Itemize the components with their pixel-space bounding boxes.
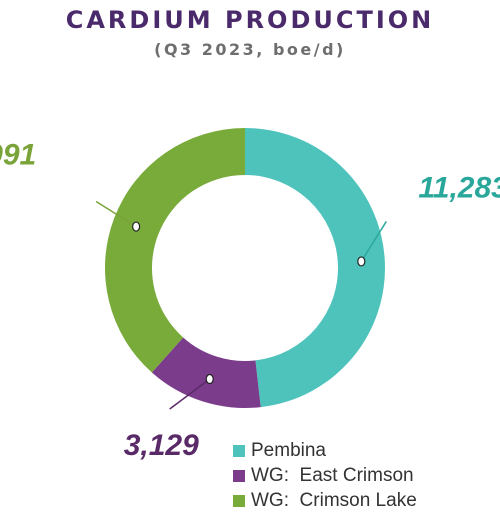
legend-label-pembina: Pembina: [251, 439, 326, 461]
legend-swatch-east-crimson: [233, 469, 245, 482]
marker-east-crimson: [205, 373, 214, 385]
chart-title: CARDIUM PRODUCTION: [65, 6, 435, 34]
legend-item-pembina: Pembina: [233, 438, 417, 463]
legend-item-crimson-lake: WG: Crimson Lake: [233, 488, 417, 513]
slice-crimson-lake: [104, 127, 245, 373]
leader-line-crimson-lake: [95, 200, 137, 228]
legend-swatch-pembina: [233, 444, 245, 457]
data-label-pembina: 11,283: [418, 171, 500, 204]
legend-label-east-crimson: WG: East Crimson: [251, 464, 414, 486]
leader-line-east-crimson: [169, 378, 211, 410]
leader-line-pembina: [360, 221, 387, 262]
data-label-east-crimson: 3,129: [124, 429, 199, 462]
chart-subtitle: (Q3 2023, boe/d): [154, 40, 346, 59]
data-label-crimson-lake: 8,991: [0, 139, 36, 172]
slice-east-crimson: [151, 337, 261, 408]
marker-pembina: [357, 256, 366, 267]
slice-pembina: [245, 128, 386, 408]
legend-swatch-crimson-lake: [233, 494, 245, 507]
marker-crimson-lake: [132, 221, 141, 232]
legend: Pembina WG: East Crimson WG: Crimson Lak…: [233, 438, 417, 513]
legend-label-crimson-lake: WG: Crimson Lake: [251, 489, 417, 511]
legend-item-east-crimson: WG: East Crimson: [233, 463, 417, 488]
